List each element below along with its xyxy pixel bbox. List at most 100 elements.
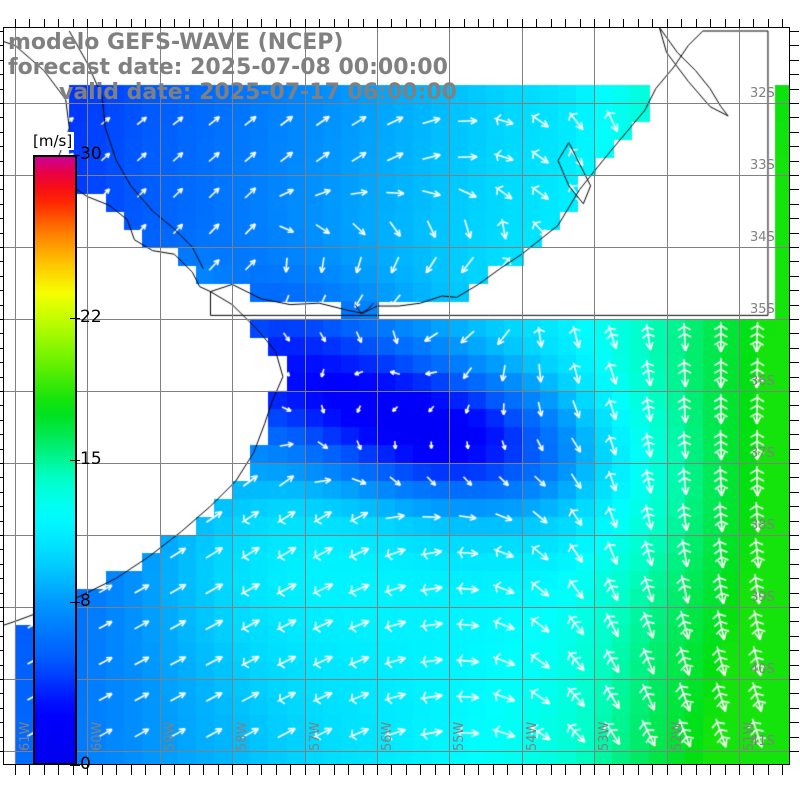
tick-right — [790, 305, 799, 306]
tick-bottom — [493, 765, 494, 775]
colorbar-tick — [70, 155, 80, 156]
tick-bottom — [522, 765, 523, 775]
tick-left — [0, 319, 3, 320]
tick-right — [790, 290, 799, 291]
gridline-lat — [3, 391, 790, 392]
tick-top — [145, 19, 146, 27]
tick-bottom — [696, 765, 697, 775]
tick-right — [790, 564, 799, 565]
tick-bottom — [232, 765, 233, 775]
tick-left — [0, 348, 3, 349]
tick-top — [478, 19, 479, 27]
lon-label-52W: 52W — [670, 721, 685, 751]
gridline-lat — [3, 247, 790, 248]
tick-bottom — [261, 765, 262, 775]
tick-bottom — [363, 765, 364, 775]
plot-area[interactable] — [3, 27, 790, 765]
tick-bottom — [290, 765, 291, 775]
tick-top — [319, 19, 320, 27]
tick-left — [0, 247, 3, 248]
tick-bottom — [276, 765, 277, 775]
tick-left — [0, 189, 3, 190]
gridline-lat — [3, 175, 790, 176]
tick-right — [790, 377, 799, 378]
model-title: modelo GEFS-WAVE (NCEP) — [8, 30, 344, 55]
colorbar-unit-label: [m/s] — [31, 132, 75, 150]
tick-left — [0, 593, 3, 594]
tick-left — [0, 89, 3, 90]
tick-bottom — [174, 765, 175, 775]
tick-top — [681, 19, 682, 27]
tick-left — [0, 74, 3, 75]
tick-left — [0, 132, 3, 133]
tick-left — [0, 449, 3, 450]
tick-left — [0, 665, 3, 666]
tick-right — [790, 89, 799, 90]
tick-bottom — [348, 765, 349, 775]
tick-bottom — [782, 765, 783, 775]
tick-left — [0, 492, 3, 493]
tick-top — [768, 19, 769, 27]
tick-right — [790, 161, 799, 162]
tick-right — [790, 175, 799, 176]
tick-right — [790, 708, 799, 709]
tick-right — [790, 117, 799, 118]
tick-right — [790, 391, 799, 392]
tick-left — [0, 578, 3, 579]
tick-top — [261, 19, 262, 27]
tick-bottom — [565, 765, 566, 775]
lon-label-56W: 56W — [380, 721, 395, 751]
tick-right — [790, 650, 799, 651]
tick-left — [0, 377, 3, 378]
tick-top — [696, 19, 697, 27]
tick-top — [131, 19, 132, 27]
tick-top — [87, 19, 88, 27]
tick-bottom — [768, 765, 769, 775]
tick-left — [0, 463, 3, 464]
tick-top — [247, 19, 248, 27]
gridline-lon — [15, 27, 16, 765]
tick-top — [638, 19, 639, 27]
tick-top — [29, 19, 30, 27]
colorbar — [33, 155, 77, 765]
tick-left — [0, 650, 3, 651]
tick-top — [406, 19, 407, 27]
tick-top — [565, 19, 566, 27]
tick-right — [790, 333, 799, 334]
tick-right — [790, 636, 799, 637]
tick-right — [790, 45, 799, 46]
tick-top — [710, 19, 711, 27]
tick-right — [790, 722, 799, 723]
tick-bottom — [87, 765, 88, 775]
gridline-lon — [160, 27, 161, 765]
colorbar-label-22: 22 — [80, 306, 102, 327]
tick-bottom — [160, 765, 161, 775]
tick-left — [0, 621, 3, 622]
tick-bottom — [218, 765, 219, 775]
tick-left — [0, 737, 3, 738]
lat-label-37S: 37S — [750, 446, 775, 461]
tick-bottom — [145, 765, 146, 775]
tick-right — [790, 549, 799, 550]
lon-label-61W: 61W — [18, 721, 33, 751]
tick-left — [0, 146, 3, 147]
tick-top — [290, 19, 291, 27]
gridline-lon — [522, 27, 523, 765]
tick-bottom — [58, 765, 59, 775]
forecast-date: forecast date: 2025-07-08 00:00:00 — [8, 55, 448, 80]
gridline-lon — [667, 27, 668, 765]
lon-label-60W: 60W — [90, 721, 105, 751]
tick-right — [790, 492, 799, 493]
tick-top — [507, 19, 508, 27]
tick-bottom — [667, 765, 668, 775]
tick-right — [790, 737, 799, 738]
lat-label-32S: 32S — [750, 86, 775, 101]
lon-label-58W: 58W — [235, 721, 250, 751]
tick-bottom — [29, 765, 30, 775]
tick-top — [667, 19, 668, 27]
tick-bottom — [594, 765, 595, 775]
tick-top — [551, 19, 552, 27]
gridline-lon — [739, 27, 740, 765]
colorbar-tick — [70, 602, 80, 603]
